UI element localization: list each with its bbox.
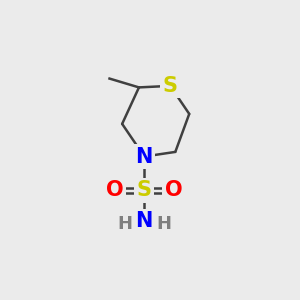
Text: N: N (136, 146, 153, 167)
Text: S: S (137, 180, 152, 200)
Text: S: S (163, 76, 178, 96)
Text: O: O (165, 180, 183, 200)
Text: H: H (156, 215, 171, 233)
Text: O: O (106, 180, 124, 200)
Text: H: H (118, 215, 133, 233)
Text: N: N (136, 211, 153, 231)
